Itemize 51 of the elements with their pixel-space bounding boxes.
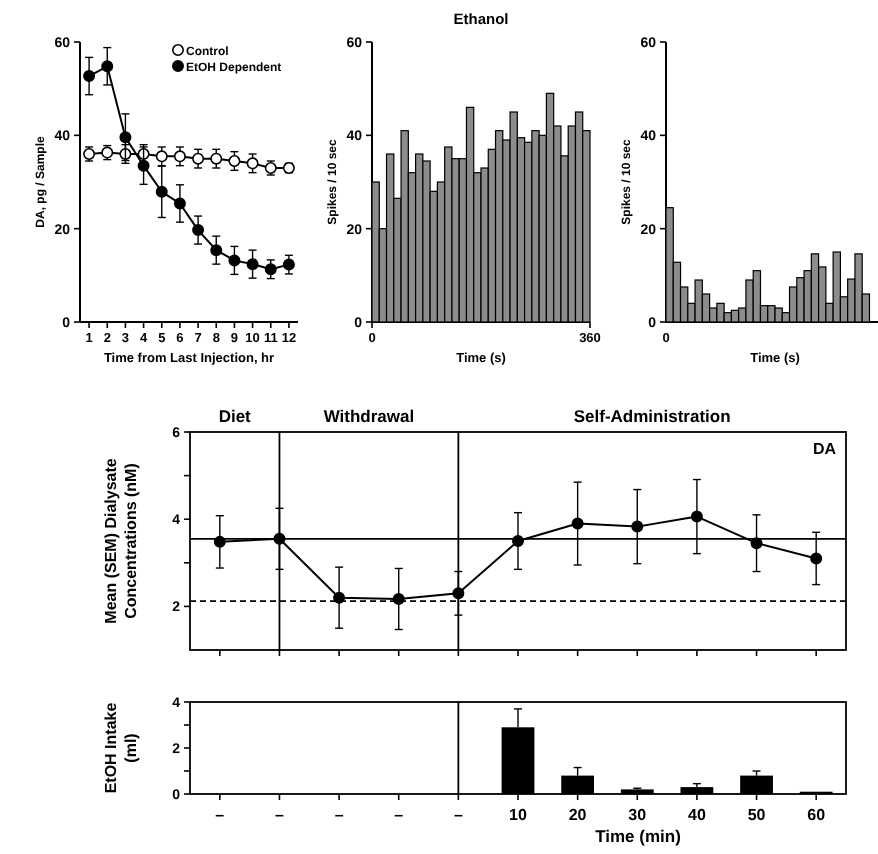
x-axis-title: Time (min) [595, 826, 682, 846]
point [210, 152, 223, 165]
point [631, 520, 644, 533]
point [228, 254, 241, 267]
point [246, 157, 259, 170]
x-tick-label: – [394, 806, 405, 824]
text: Diet [218, 406, 252, 426]
point [810, 552, 823, 565]
x-tick-label: 10 [509, 806, 528, 824]
point [210, 244, 223, 257]
bar [752, 270, 762, 323]
text: Withdrawal [323, 406, 415, 426]
point [690, 510, 703, 523]
point [282, 258, 295, 271]
x-tick-label: 60 [807, 806, 827, 824]
point [750, 537, 763, 550]
point [192, 152, 205, 165]
point [192, 224, 205, 237]
point [173, 150, 186, 163]
x-tick-label: 50 [747, 806, 767, 824]
point [392, 592, 405, 605]
point [155, 185, 168, 198]
point [246, 258, 259, 271]
x-tick-label: 20 [568, 806, 588, 824]
x-tick-label: – [275, 806, 285, 824]
bar [832, 251, 841, 323]
text: Self-Administration [573, 406, 731, 426]
point [571, 517, 584, 530]
point [511, 535, 524, 547]
x-tick-label: 30 [628, 806, 648, 824]
y-axis-title: Mean (SEM) Dialysate Concentrations (nM) [102, 457, 140, 624]
x-tick-label: 40 [688, 806, 707, 824]
x-tick-label: – [453, 806, 464, 824]
point [333, 591, 346, 604]
point [228, 155, 241, 167]
bar [854, 253, 863, 323]
bar [774, 307, 783, 323]
x-tick-label: – [334, 806, 345, 824]
point [273, 532, 286, 545]
bar [694, 279, 703, 323]
text: DA [812, 440, 837, 458]
point [83, 70, 96, 83]
point [137, 159, 150, 172]
point [213, 535, 226, 548]
bar [716, 302, 725, 323]
point [452, 587, 465, 600]
point [264, 263, 277, 276]
y-axis-title: EtOH Intake (ml) [102, 701, 140, 794]
point [101, 60, 114, 73]
point [173, 197, 186, 210]
x-tick-label: – [215, 806, 226, 824]
